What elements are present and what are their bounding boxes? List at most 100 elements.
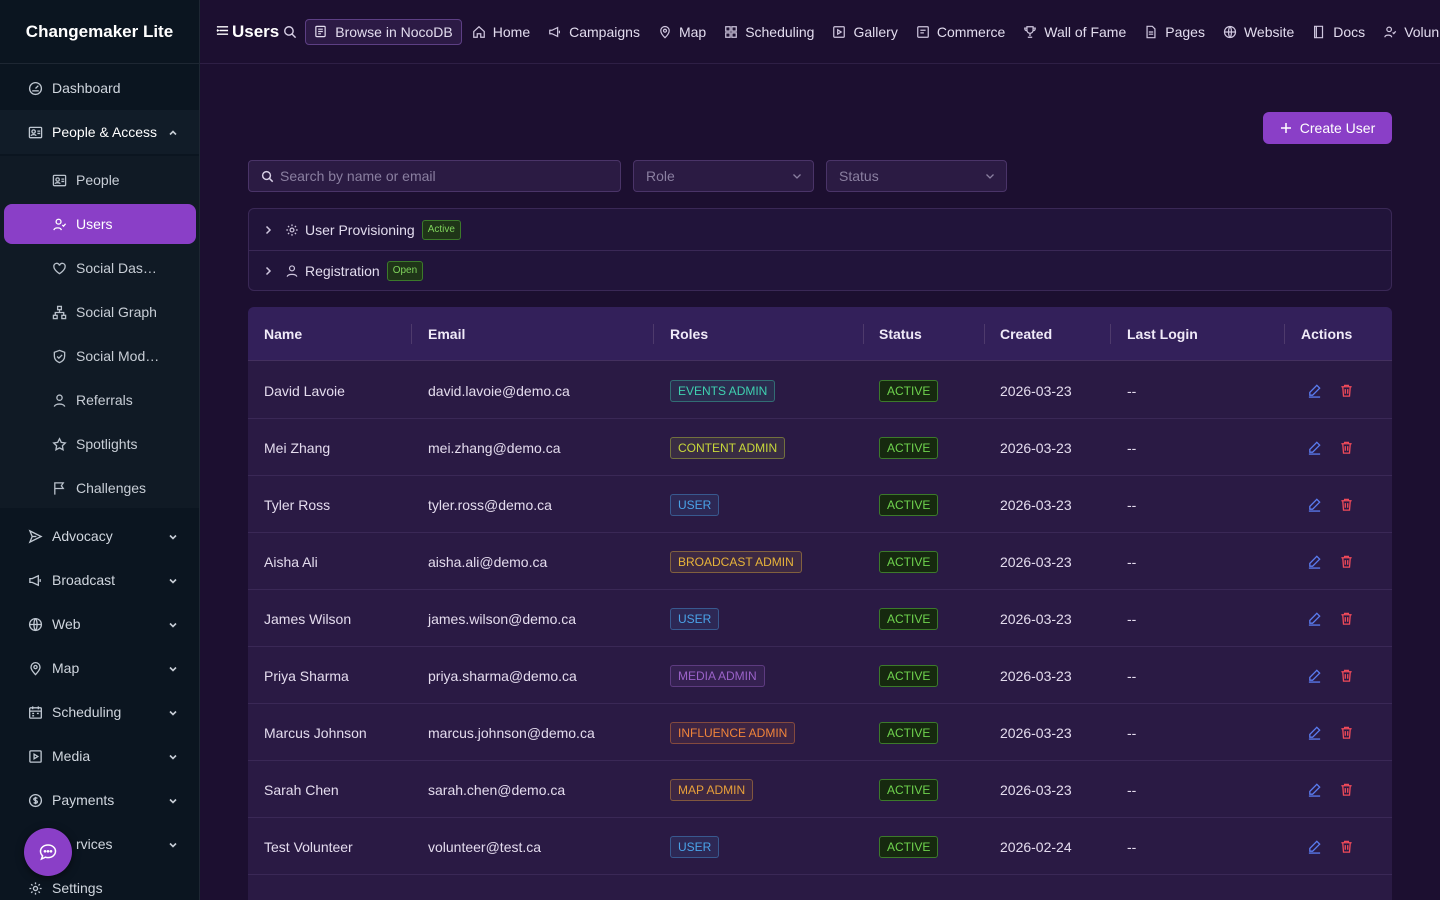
edit-icon[interactable] bbox=[1307, 440, 1323, 456]
edit-icon[interactable] bbox=[1307, 725, 1323, 741]
search-icon[interactable] bbox=[283, 25, 297, 39]
sidebar-item-social-moderation[interactable]: Social Mod… bbox=[0, 334, 199, 378]
top-nav-map[interactable]: Map bbox=[658, 24, 706, 40]
column-header-roles[interactable]: Roles bbox=[670, 326, 709, 342]
user-last-login: -- bbox=[1127, 781, 1137, 798]
row-actions bbox=[1307, 362, 1371, 419]
chevron-down-icon bbox=[168, 617, 178, 633]
chevron-down-icon bbox=[168, 793, 178, 809]
user-last-login: -- bbox=[1127, 496, 1137, 513]
table-row[interactable]: Marcus Johnson marcus.johnson@demo.ca INFL… bbox=[248, 704, 1392, 761]
role-select[interactable]: Role bbox=[633, 160, 814, 192]
row-actions bbox=[1307, 533, 1371, 590]
user-last-login: -- bbox=[1127, 553, 1137, 570]
delete-icon[interactable] bbox=[1339, 725, 1355, 741]
top-nav-scheduling[interactable]: Scheduling bbox=[724, 24, 814, 40]
top-nav-website[interactable]: Website bbox=[1223, 24, 1294, 40]
sidebar-item-scheduling[interactable]: Scheduling bbox=[0, 690, 199, 734]
top-nav-pages[interactable]: Pages bbox=[1144, 24, 1205, 40]
user-role-cell: INFLUENCE ADMIN bbox=[670, 704, 796, 761]
delete-icon[interactable] bbox=[1339, 839, 1355, 855]
sidebar-item-people-access[interactable]: People & Access bbox=[0, 110, 199, 154]
sidebar-item-users[interactable]: Users bbox=[4, 204, 196, 244]
top-nav-gallery[interactable]: Gallery bbox=[832, 24, 898, 40]
browse-nocodb-button[interactable]: Browse in NocoDB bbox=[305, 18, 462, 45]
status-badge: ACTIVE bbox=[879, 664, 939, 687]
sidebar-item-settings[interactable]: Settings bbox=[0, 866, 199, 900]
sidebar-item-referrals[interactable]: Referrals bbox=[0, 378, 199, 422]
sidebar-item-advocacy[interactable]: Advocacy bbox=[0, 514, 199, 558]
sidebar-item-dashboard[interactable]: Dashboard bbox=[0, 66, 199, 110]
status-select[interactable]: Status bbox=[826, 160, 1007, 192]
column-header-name[interactable]: Name bbox=[264, 326, 303, 342]
top-nav-campaigns[interactable]: Campaigns bbox=[548, 24, 640, 40]
user-provisioning-header[interactable]: User Provisioning Active bbox=[249, 209, 1391, 250]
edit-icon[interactable] bbox=[1307, 668, 1323, 684]
user-email: sarah.chen@demo.ca bbox=[428, 781, 566, 798]
edit-icon[interactable] bbox=[1307, 497, 1323, 513]
sidebar-item-social-graph[interactable]: Social Graph bbox=[0, 290, 199, 334]
table-row[interactable]: Aisha Ali aisha.ali@demo.ca BROADCAST ADMI… bbox=[248, 533, 1392, 590]
sidebar-item-media[interactable]: Media bbox=[0, 734, 199, 778]
delete-icon[interactable] bbox=[1339, 383, 1355, 399]
edit-icon[interactable] bbox=[1307, 839, 1323, 855]
chat-button[interactable] bbox=[24, 828, 72, 876]
user-icon bbox=[1383, 25, 1397, 39]
megaphone-icon bbox=[26, 571, 44, 589]
sidebar-item-people[interactable]: People bbox=[0, 158, 199, 202]
delete-icon[interactable] bbox=[1339, 440, 1355, 456]
sidebar-item-label: People & Access bbox=[52, 124, 158, 140]
registration-header[interactable]: Registration Open bbox=[249, 250, 1391, 291]
table-row[interactable]: Tyler Ross tyler.ross@demo.ca USER ACTIVE 20… bbox=[248, 476, 1392, 533]
top-nav-wall-of-fame[interactable]: Wall of Fame bbox=[1023, 24, 1126, 40]
menu-icon[interactable] bbox=[216, 22, 229, 42]
delete-icon[interactable] bbox=[1339, 611, 1355, 627]
table-row[interactable]: Mei Zhang mei.zhang@demo.ca CONTENT ADMIN A… bbox=[248, 419, 1392, 476]
table-row[interactable]: David Lavoie david.lavoie@demo.ca EVENTS A… bbox=[248, 362, 1392, 419]
column-divider bbox=[984, 324, 985, 344]
column-divider bbox=[863, 324, 864, 344]
row-actions bbox=[1307, 476, 1371, 533]
column-header-status[interactable]: Status bbox=[879, 326, 922, 342]
sidebar-item-social-dashboard[interactable]: Social Das… bbox=[0, 246, 199, 290]
globe-icon bbox=[1223, 25, 1237, 39]
user-status-cell: ACTIVE bbox=[879, 362, 939, 419]
calendar-icon bbox=[26, 703, 44, 721]
sidebar-item-map[interactable]: Map bbox=[0, 646, 199, 690]
create-user-button[interactable]: Create User bbox=[1263, 112, 1392, 144]
table-row[interactable]: Priya Sharma priya.sharma@demo.ca MEDIA AD… bbox=[248, 647, 1392, 704]
edit-icon[interactable] bbox=[1307, 554, 1323, 570]
delete-icon[interactable] bbox=[1339, 554, 1355, 570]
column-header-created[interactable]: Created bbox=[1000, 326, 1053, 342]
delete-icon[interactable] bbox=[1339, 668, 1355, 684]
sidebar-item-spotlights[interactable]: Spotlights bbox=[0, 422, 199, 466]
user-role-cell: USER bbox=[670, 818, 720, 875]
contacts-icon bbox=[50, 171, 68, 189]
role-badge: MEDIA ADMIN bbox=[670, 664, 765, 687]
top-nav-commerce[interactable]: Commerce bbox=[916, 24, 1005, 40]
gear-icon bbox=[285, 223, 299, 237]
table-row[interactable]: James Wilson james.wilson@demo.ca USER ACTI… bbox=[248, 590, 1392, 647]
top-nav-label: Docs bbox=[1333, 23, 1366, 40]
edit-icon[interactable] bbox=[1307, 782, 1323, 798]
column-header-email[interactable]: Email bbox=[428, 326, 466, 342]
sidebar-item-web[interactable]: Web bbox=[0, 602, 199, 646]
edit-icon[interactable] bbox=[1307, 611, 1323, 627]
edit-icon[interactable] bbox=[1307, 383, 1323, 399]
top-nav-docs[interactable]: Docs bbox=[1312, 24, 1365, 40]
table-row[interactable]: Test Volunteer volunteer@test.ca USER ACTIV… bbox=[248, 818, 1392, 875]
search-input[interactable] bbox=[280, 168, 600, 184]
sidebar-item-broadcast[interactable]: Broadcast bbox=[0, 558, 199, 602]
search-box bbox=[248, 160, 621, 192]
sidebar-item-challenges[interactable]: Challenges bbox=[0, 466, 199, 510]
delete-icon[interactable] bbox=[1339, 782, 1355, 798]
user-role-cell: BROADCAST ADMIN bbox=[670, 533, 802, 590]
table-row[interactable]: Sarah Chen sarah.chen@demo.ca MAP ADMIN ACT… bbox=[248, 761, 1392, 818]
sidebar-item-payments[interactable]: Payments bbox=[0, 778, 199, 822]
top-nav-volunteer[interactable]: Volun bbox=[1383, 24, 1439, 40]
column-header-last-login[interactable]: Last Login bbox=[1127, 326, 1198, 342]
delete-icon[interactable] bbox=[1339, 497, 1355, 513]
trophy-icon bbox=[1023, 25, 1037, 39]
user-created: 2026-03-23 bbox=[1000, 439, 1072, 456]
top-nav-home[interactable]: Home bbox=[472, 24, 530, 40]
